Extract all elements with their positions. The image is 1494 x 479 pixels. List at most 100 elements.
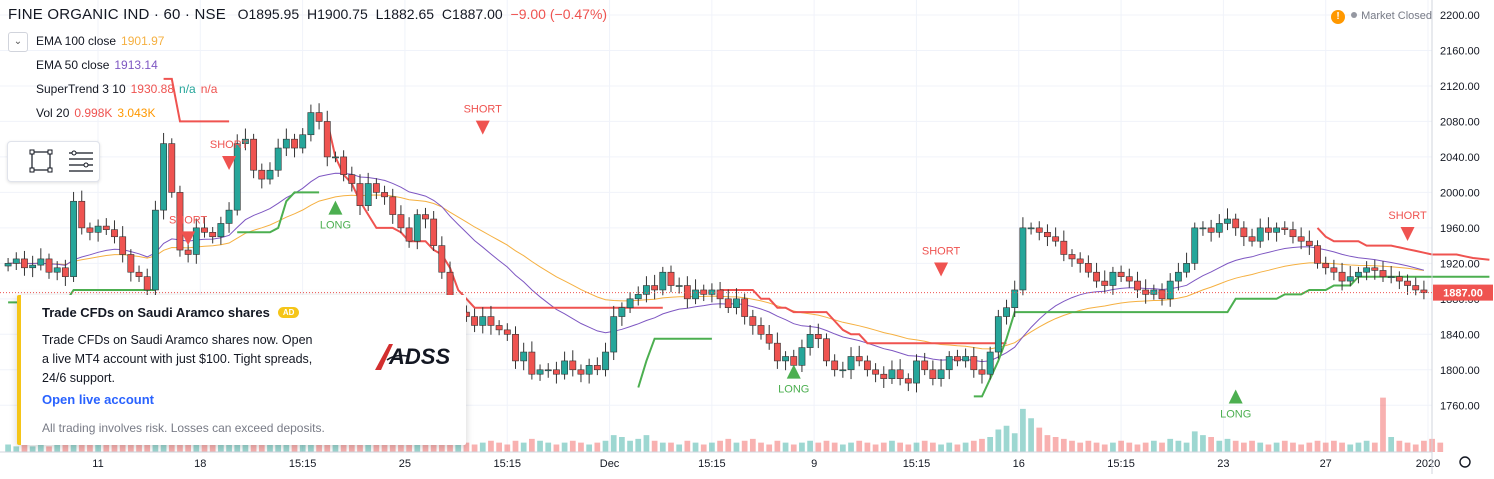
- candle-body: [86, 227, 94, 233]
- candle-body: [29, 264, 37, 269]
- volume-bar: [316, 438, 322, 452]
- volume-bar: [758, 442, 764, 452]
- candle-body: [1068, 254, 1076, 260]
- volume-bar: [1052, 437, 1059, 452]
- short-arrow: [222, 156, 237, 171]
- volume-bar: [856, 440, 863, 452]
- y-tick-label: 2120.00: [1440, 81, 1480, 93]
- candle-body: [176, 192, 184, 251]
- x-tick-label: 15:15: [493, 458, 521, 470]
- volume-bar: [848, 442, 854, 452]
- x-tick-label: 11: [92, 458, 103, 470]
- candle-body: [1166, 280, 1174, 300]
- candle-body: [847, 356, 855, 371]
- volume-bar: [749, 438, 756, 452]
- volume-bar: [1077, 442, 1084, 452]
- volume-bar: [979, 438, 985, 452]
- signal-label: LONG: [1220, 408, 1251, 420]
- adss-logo[interactable]: ADSS: [373, 340, 457, 372]
- short-arrow: [475, 120, 490, 135]
- candle-body: [610, 316, 618, 353]
- volume-bar: [348, 442, 355, 452]
- y-tick-label: 1760.00: [1440, 400, 1480, 412]
- candle-body: [323, 121, 331, 158]
- supertrend-up-segment: [973, 275, 1490, 398]
- volume-bar: [1028, 418, 1034, 452]
- rectangle-tool-icon[interactable]: [26, 148, 56, 174]
- candle-body: [790, 356, 798, 366]
- supertrend-down-segment: [720, 289, 1007, 345]
- candle-body: [1125, 276, 1133, 282]
- volume-bar: [1380, 397, 1386, 452]
- signals: SHORT SHORT LONG SHORT SHORT LONG LONG SHORT: [169, 104, 1427, 421]
- candle-body: [389, 196, 397, 215]
- candle-body: [102, 225, 110, 230]
- ad-title-text: Trade CFDs on Saudi Aramco shares: [42, 305, 270, 320]
- volume-bar: [1183, 442, 1190, 452]
- candle-body: [806, 334, 814, 348]
- indicator-ema100[interactable]: EMA 100 close 1901.97: [36, 34, 164, 48]
- volume-bar: [1281, 440, 1288, 452]
- candle-body: [495, 325, 503, 331]
- volume-bar: [938, 444, 944, 452]
- candle-body: [70, 200, 77, 277]
- ad-banner[interactable]: Trade CFDs on Saudi Aramco shares AD Trad…: [17, 295, 466, 445]
- market-status[interactable]: ! Market Closed: [1331, 10, 1432, 24]
- long-arrow: [1228, 389, 1243, 404]
- volume-bar: [1134, 444, 1141, 452]
- indicator-value: 1913.14: [114, 58, 158, 72]
- candle-body: [160, 143, 167, 211]
- volume-bar: [1232, 440, 1239, 452]
- candle-body: [667, 271, 675, 286]
- candle-body: [863, 360, 871, 371]
- candle-body: [626, 298, 634, 308]
- candle-body: [397, 214, 405, 229]
- volume-bar: [839, 444, 846, 452]
- candle-body: [184, 249, 192, 255]
- open-live-account-link[interactable]: Open live account: [42, 392, 154, 407]
- volume-bar: [1175, 440, 1182, 452]
- indicator-value: 1901.97: [121, 34, 165, 48]
- symbol-title[interactable]: FINE ORGANIC IND · 60 · NSE: [8, 6, 226, 23]
- volume-bar: [1240, 442, 1247, 452]
- volume-bar: [1322, 442, 1329, 452]
- settings-lines-icon[interactable]: [66, 148, 96, 174]
- x-tick-label: Dec: [600, 458, 620, 470]
- volume-bar: [561, 442, 568, 452]
- volume-bar: [422, 440, 429, 452]
- gear-icon[interactable]: [1459, 456, 1471, 468]
- candle-body: [45, 258, 53, 273]
- volume-bar: [1208, 437, 1214, 452]
- exclamation-icon[interactable]: !: [1331, 10, 1346, 24]
- volume-bar: [586, 444, 593, 452]
- candle-body: [135, 271, 143, 277]
- candle-body: [381, 192, 388, 198]
- candle-body: [1101, 280, 1109, 286]
- candle-body: [1052, 236, 1060, 242]
- collapse-indicators-button[interactable]: ⌄: [8, 32, 28, 52]
- volume-bar: [790, 444, 797, 452]
- volume-bar: [78, 440, 85, 452]
- open-value: 1895.95: [248, 6, 300, 22]
- candle-body: [1183, 263, 1190, 273]
- indicator-supertrend[interactable]: SuperTrend 3 10 1930.88 n/a n/a: [36, 82, 217, 96]
- volume-bar: [258, 442, 265, 452]
- ema50-line: [8, 172, 1425, 363]
- supertrend-down-segment: [1316, 227, 1490, 261]
- candle-body: [53, 267, 61, 273]
- volume-bar: [193, 440, 200, 452]
- y-tick-label: 2080.00: [1440, 116, 1480, 128]
- candle-body: [896, 369, 904, 379]
- volume-bar: [455, 438, 462, 452]
- indicator-ema50[interactable]: EMA 50 close 1913.14: [36, 58, 158, 72]
- indicator-volume[interactable]: Vol 20 0.998K 3.043K: [36, 106, 155, 120]
- candle-body: [1314, 245, 1321, 264]
- ad-badge: AD: [277, 307, 300, 318]
- candle-body: [561, 360, 569, 375]
- signal-label: SHORT: [1388, 210, 1427, 222]
- short-arrow: [181, 231, 196, 246]
- indicator-value: n/a: [179, 82, 196, 96]
- volume-bar: [1167, 438, 1174, 452]
- candle-body: [209, 232, 217, 238]
- volume-bar: [889, 440, 895, 452]
